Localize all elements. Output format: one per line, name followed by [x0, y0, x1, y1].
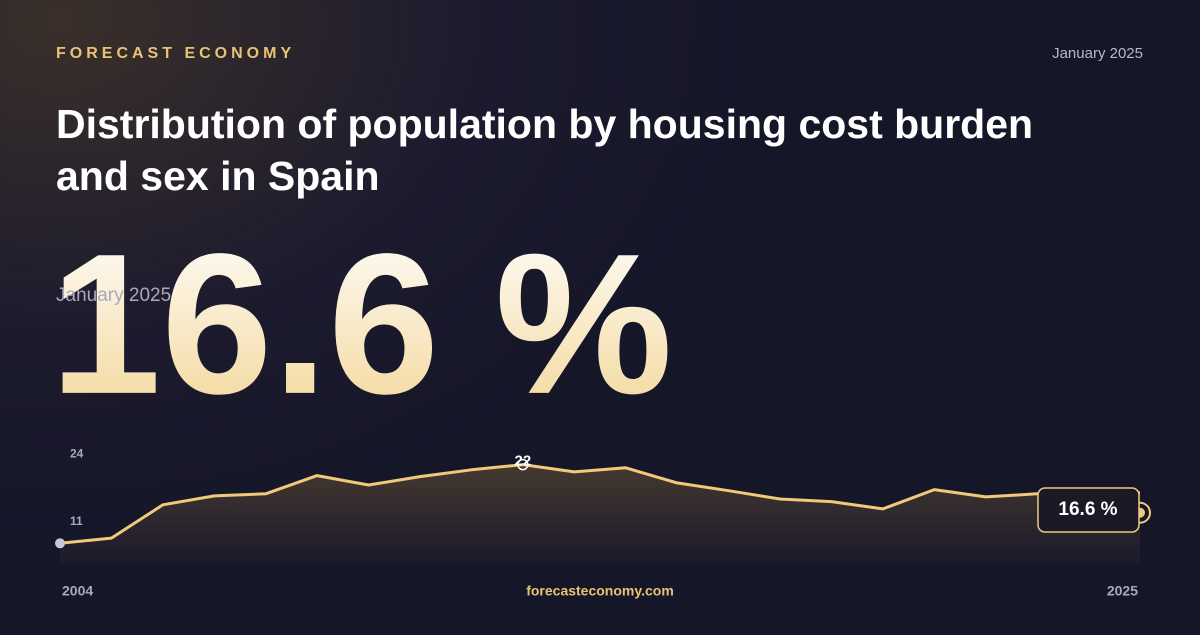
title-box: Distribution of population by housing co… — [56, 101, 1034, 199]
start-point — [55, 538, 65, 549]
area — [60, 464, 1140, 565]
brand: FORECAST ECONOMY — [56, 45, 295, 62]
y-tick-label: 11 — [70, 514, 83, 528]
x-tick-label: 2025 — [1107, 583, 1138, 599]
y-tick-label: 24 — [70, 446, 84, 460]
peak-label: 22 — [515, 453, 532, 470]
x-tick-label: 2004 — [62, 583, 93, 599]
value-label-box — [1037, 487, 1140, 533]
date: January 2025 — [1052, 45, 1143, 62]
headline-value: 16.6 % — [50, 213, 673, 436]
chart-title: Distribution of population by housing co… — [56, 101, 1034, 199]
headline-date: January 2025 — [56, 285, 171, 306]
plot: 11 24 2004 2025 22 16.6 % — [55, 446, 1151, 599]
footer: forecasteconomy.com — [526, 583, 674, 599]
line — [59, 463, 1141, 545]
value-label: 16.6 % — [1058, 499, 1117, 520]
peak-point — [517, 458, 529, 471]
